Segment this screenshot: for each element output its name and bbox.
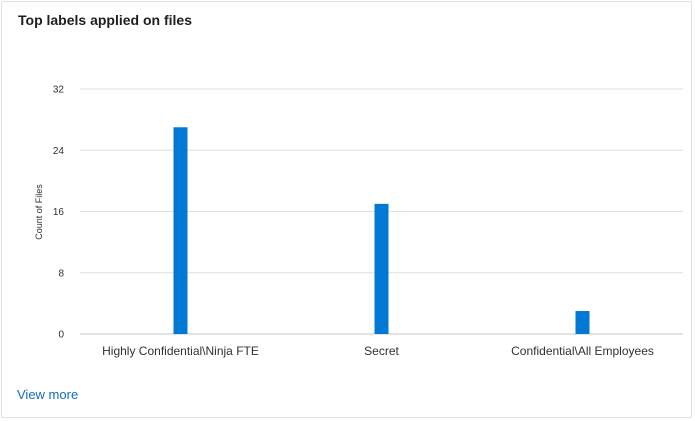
bar[interactable] [173, 127, 188, 334]
y-tick-label: 0 [58, 330, 64, 341]
bars [173, 127, 590, 334]
bar[interactable] [374, 203, 389, 334]
y-tick-label: 8 [58, 268, 64, 279]
card-title: Top labels applied on files [18, 12, 192, 28]
y-axis-ticks: 0 8 16 24 32 [53, 85, 65, 341]
x-tick-label: Highly Confidential\Ninja FTE [102, 344, 259, 358]
x-tick-label: Confidential\All Employees [511, 344, 654, 358]
view-more-link[interactable]: View more [17, 387, 79, 402]
bar-chart: 0 8 16 24 32 Count of Files Highly Confident… [34, 85, 683, 358]
y-tick-label: 24 [53, 146, 65, 157]
x-axis-ticks: Highly Confidential\Ninja FTE Secret Confi… [102, 344, 654, 358]
x-tick-label: Secret [364, 344, 399, 358]
bar[interactable] [575, 311, 590, 334]
y-tick-label: 32 [53, 85, 65, 96]
y-axis-label: Count of Files [34, 184, 44, 240]
y-tick-label: 16 [53, 207, 65, 218]
